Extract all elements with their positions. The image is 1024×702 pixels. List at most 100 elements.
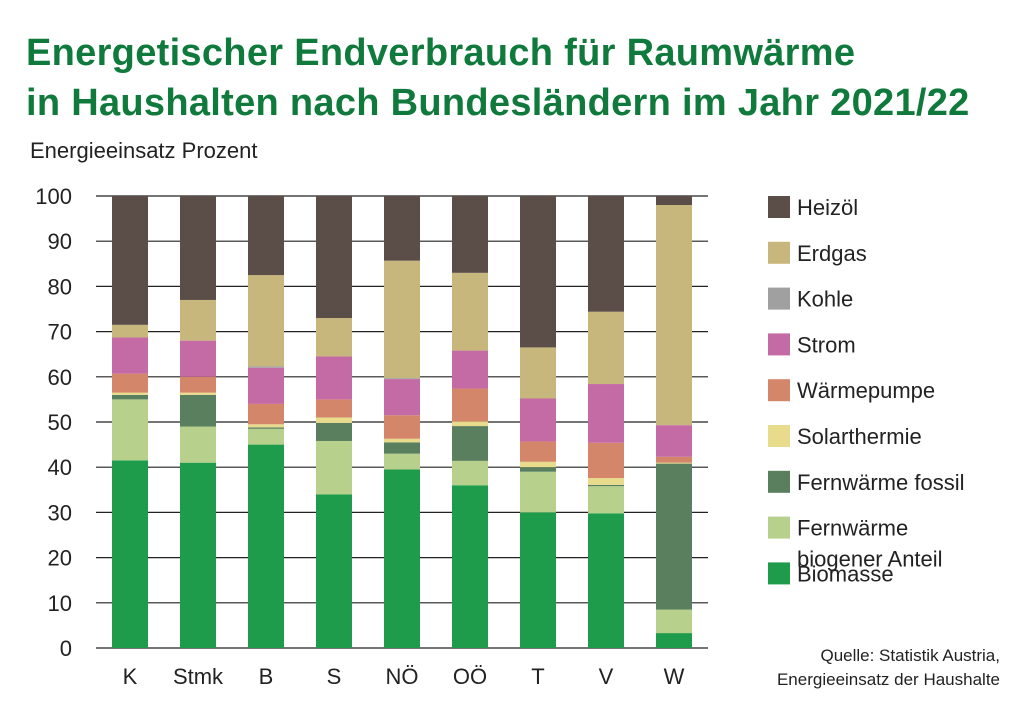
legend-label: Wärmepumpe xyxy=(797,378,935,403)
bar-segment xyxy=(180,426,216,463)
bar-segment xyxy=(316,422,352,441)
bar-segment xyxy=(452,196,488,273)
bar-segment xyxy=(180,462,216,648)
y-tick-label: 30 xyxy=(48,500,72,525)
legend-label: Heizöl xyxy=(797,195,858,220)
bar-segment xyxy=(656,425,692,457)
bar-segment xyxy=(452,388,488,422)
bar-segment xyxy=(588,384,624,443)
bar-segment xyxy=(248,427,284,429)
y-tick-label: 60 xyxy=(48,365,72,390)
x-tick-label: NÖ xyxy=(386,664,419,689)
bar-segment xyxy=(384,260,420,379)
y-tick-label: 100 xyxy=(35,184,72,209)
x-tick-label: W xyxy=(664,664,685,689)
bar-segment xyxy=(588,311,624,385)
legend-label: Erdgas xyxy=(797,241,867,266)
bar-segment xyxy=(112,196,148,325)
bar-segment xyxy=(316,417,352,423)
source-line-2: Energieeinsatz der Haushalte xyxy=(776,670,1000,689)
bar-segment xyxy=(316,494,352,648)
y-tick-label: 0 xyxy=(60,636,72,661)
legend: Heizöl Erdgas Kohle Strom Wärmepumpe Solarthe… xyxy=(768,195,964,586)
y-tick-label: 10 xyxy=(48,591,72,616)
bar-segment xyxy=(316,196,352,319)
bar-segment xyxy=(588,478,624,485)
bar-segment xyxy=(588,484,624,487)
legend-label: Kohle xyxy=(797,287,853,312)
bar-segment xyxy=(588,513,624,648)
x-tick-label: S xyxy=(327,664,342,689)
bar-segment xyxy=(384,379,420,416)
bar-segment xyxy=(384,438,420,443)
source-line-1: Quelle: Statistik Austria, xyxy=(820,646,1000,665)
chart-title-line-1: Energetischer Endverbrauch für Raumwärme xyxy=(26,32,856,74)
bar-segment xyxy=(248,275,284,367)
bar-segment xyxy=(248,367,284,404)
bars xyxy=(112,196,692,648)
legend-label: Fernwärme xyxy=(797,516,908,541)
bar-segment xyxy=(588,486,624,514)
legend-swatch xyxy=(768,425,790,447)
x-tick-label: V xyxy=(599,664,614,689)
bar-segment xyxy=(180,196,216,300)
y-tick-label: 20 xyxy=(48,546,72,571)
bar-segment xyxy=(248,424,284,428)
bar-segment xyxy=(520,347,556,399)
bar-segment xyxy=(656,609,692,634)
bar-segment xyxy=(384,415,420,439)
legend-label: Solarthermie xyxy=(797,424,922,449)
x-tick-label: T xyxy=(531,664,544,689)
bar-segment xyxy=(180,340,216,377)
bar-segment xyxy=(656,205,692,426)
bar-segment xyxy=(248,444,284,648)
bar-segment xyxy=(452,272,488,351)
bar-segment xyxy=(384,378,420,380)
bar-segment xyxy=(112,399,148,461)
x-tick-label: K xyxy=(123,664,138,689)
source-note: Quelle: Statistik Austria, Energieeinsat… xyxy=(777,644,1000,692)
y-tick-label: 90 xyxy=(48,229,72,254)
legend-swatch xyxy=(768,333,790,356)
bar-segment xyxy=(384,453,420,470)
legend-label: biogener Anteil xyxy=(797,547,943,572)
bar-segment xyxy=(656,196,692,206)
x-tick-label: Stmk xyxy=(173,664,224,689)
legend-swatch xyxy=(768,196,790,218)
bar-segment xyxy=(248,428,284,445)
bar-segment xyxy=(180,392,216,395)
bar-segment xyxy=(656,633,692,648)
bar-segment xyxy=(384,469,420,648)
legend-label: Strom xyxy=(797,332,856,357)
bar-segment xyxy=(520,467,556,472)
legend-swatch xyxy=(768,516,790,539)
bar-segment xyxy=(452,460,488,486)
y-tick-label: 80 xyxy=(48,274,72,299)
bar-segment xyxy=(656,463,692,610)
bar-segment xyxy=(112,460,148,648)
bar-segment xyxy=(384,442,420,454)
bar-segment xyxy=(112,337,148,374)
x-tick-label: B xyxy=(259,664,274,689)
legend-swatch xyxy=(768,241,790,264)
legend-label: Biomasse xyxy=(797,561,894,586)
bar-segment xyxy=(180,376,216,393)
chart-title-line-2: in Haushalten nach Bundesländern im Jahr… xyxy=(26,82,970,124)
bar-segment xyxy=(112,324,148,338)
bar-segment xyxy=(112,392,148,395)
legend-swatch xyxy=(768,470,790,493)
y-tick-label: 50 xyxy=(48,410,72,435)
legend-swatch xyxy=(768,379,790,402)
bar-segment xyxy=(248,403,284,425)
legend-swatch xyxy=(768,287,790,310)
bar-segment xyxy=(112,394,148,400)
x-tick-label: OÖ xyxy=(453,664,487,689)
bar-segment xyxy=(180,299,216,341)
bar-segment xyxy=(384,196,420,261)
bar-segment xyxy=(656,462,692,464)
bar-segment xyxy=(316,356,352,400)
y-tick-label: 40 xyxy=(48,455,72,480)
bar-segment xyxy=(452,350,488,389)
bar-segment xyxy=(248,196,284,276)
